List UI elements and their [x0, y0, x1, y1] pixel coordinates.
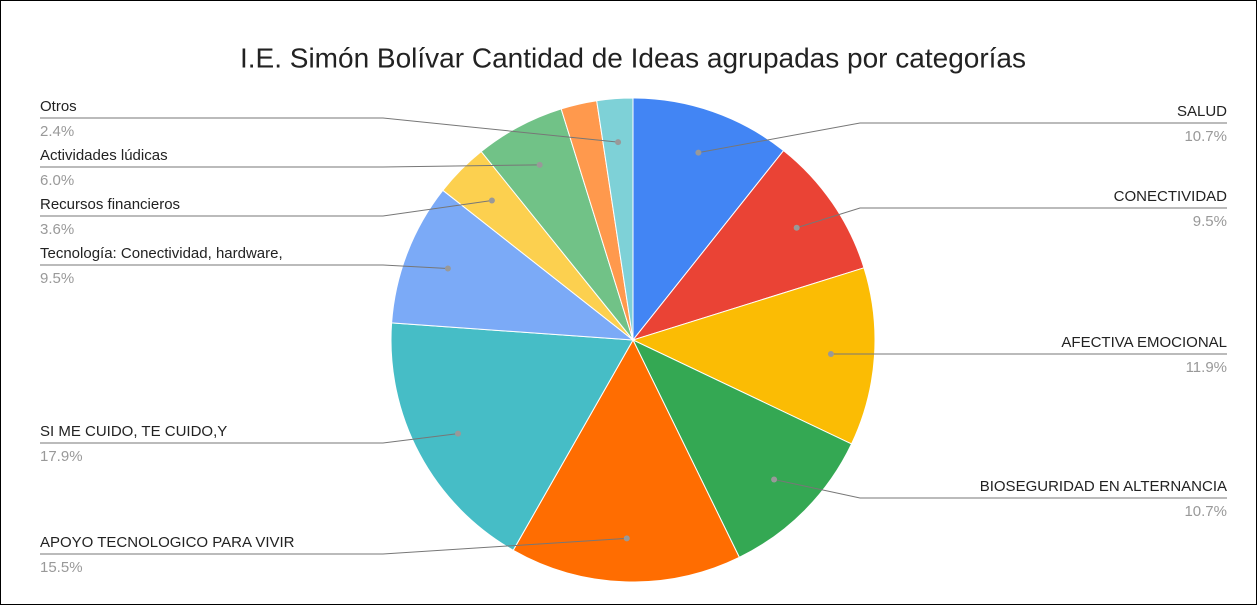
slice-value-label: 2.4% — [40, 123, 74, 140]
leader-dot — [771, 476, 778, 483]
slice-value-label: 3.6% — [40, 221, 74, 238]
leader-line — [40, 164, 540, 168]
slice-value-label: 15.5% — [40, 559, 83, 576]
pie-slice — [631, 267, 876, 445]
slice-value-label: 11.9% — [1186, 359, 1227, 376]
pie-slice — [390, 322, 634, 551]
slice-label: SI ME CUIDO, TE CUIDO,Y — [40, 423, 227, 440]
leader-dot — [455, 430, 462, 437]
slice-label: BIOSEGURIDAD EN ALTERNANCIA — [980, 478, 1227, 495]
slice-label: CONECTIVIDAD — [1114, 188, 1228, 205]
slice-label: Actividades lúdicas — [40, 147, 168, 164]
leader-line — [40, 117, 619, 143]
leader-line — [40, 264, 448, 269]
slice-value-label: 6.0% — [40, 172, 74, 189]
slice-value-label: 17.9% — [40, 448, 83, 465]
pie-slice — [391, 189, 635, 341]
slice-value-label: 9.5% — [40, 270, 74, 287]
leader-line — [40, 199, 492, 217]
leader-dot — [488, 197, 495, 204]
slice-label: APOYO TECNOLOGICO PARA VIVIR — [40, 534, 295, 551]
pie-slice — [631, 149, 865, 341]
pie-slice — [632, 97, 785, 342]
slice-label: Tecnología: Conectividad, hardware, — [40, 245, 283, 262]
slice-label: AFECTIVA EMOCIONAL — [1061, 334, 1227, 351]
slice-label: Otros — [40, 98, 77, 115]
leader-dot — [536, 161, 543, 168]
chart-title: I.E. Simón Bolívar Cantidad de Ideas agr… — [240, 42, 1026, 73]
pie-slice — [631, 338, 853, 559]
pie-slice — [512, 338, 741, 583]
leader-line — [698, 122, 1227, 154]
leader-dot — [827, 351, 834, 358]
slice-value-label: 9.5% — [1193, 213, 1227, 230]
leader-dot — [444, 265, 451, 272]
leader-line — [40, 537, 627, 555]
leader-dot — [623, 535, 630, 542]
slice-value-label: 10.7% — [1184, 503, 1227, 520]
leader-line — [796, 207, 1227, 229]
slice-label: SALUD — [1177, 103, 1227, 120]
leader-dot — [695, 149, 702, 156]
slice-value-label: 10.7% — [1184, 128, 1227, 145]
pie-slice — [596, 97, 634, 341]
leader-dot — [793, 224, 800, 231]
leader-line — [40, 433, 459, 444]
leader-line — [773, 479, 1227, 499]
slice-label: Recursos financieros — [40, 196, 180, 213]
leader-dot — [615, 139, 622, 146]
